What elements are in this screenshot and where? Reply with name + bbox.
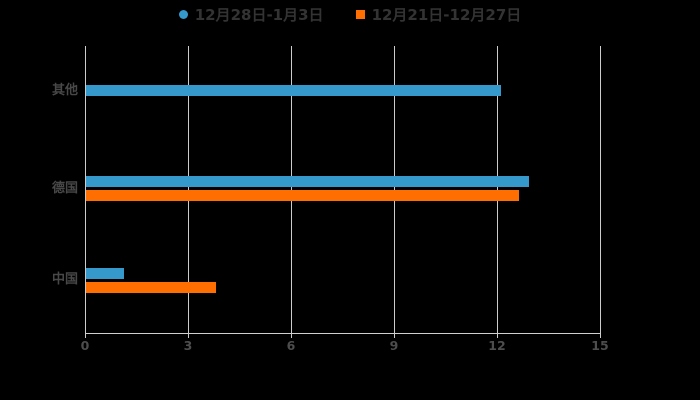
y-axis-label: 中国 [51,272,78,287]
bar-series1-cat1[interactable] [86,85,501,96]
gridline-x9 [394,46,395,333]
x-axis-line [85,333,601,334]
circle-legend-marker-icon [178,9,188,19]
bar-series2-cat3[interactable] [86,281,216,293]
y-axis-label: 德国 [51,180,78,196]
legend-item-1[interactable]: 12月28日-1月3日 [178,4,324,25]
x-tick-label: 6 [286,338,296,353]
x-tick-label: 3 [183,338,193,353]
gridline-x12 [497,46,498,333]
gridline-x15 [600,46,601,333]
x-tick-label: 15 [591,338,609,353]
x-axis-tick [600,333,601,338]
x-axis-tick [497,333,498,338]
x-axis-tick [85,333,86,338]
gridline-x3 [188,46,189,333]
x-axis-tick [291,333,292,338]
x-tick-label: 9 [389,338,399,353]
chart-legend: 12月28日-1月3日 12月21日-12月27日 [0,4,700,24]
bar-series1-cat2[interactable] [86,176,529,187]
x-tick-label: 0 [80,338,90,353]
x-tick-label: 12 [488,338,506,353]
x-axis-tick [394,333,395,338]
bar-series1-cat3[interactable] [86,267,124,279]
legend-label: 12月21日-12月27日 [371,5,522,24]
legend-label: 12月28日-1月3日 [194,5,324,24]
bar-series2-cat2[interactable] [86,190,519,201]
gridline-x6 [291,46,292,333]
gridline-x0 [85,46,86,333]
square-legend-marker-icon [355,9,365,19]
x-axis-tick [188,333,189,338]
y-axis-label: 其他 [51,82,78,98]
legend-item-2[interactable]: 12月21日-12月27日 [355,4,522,25]
